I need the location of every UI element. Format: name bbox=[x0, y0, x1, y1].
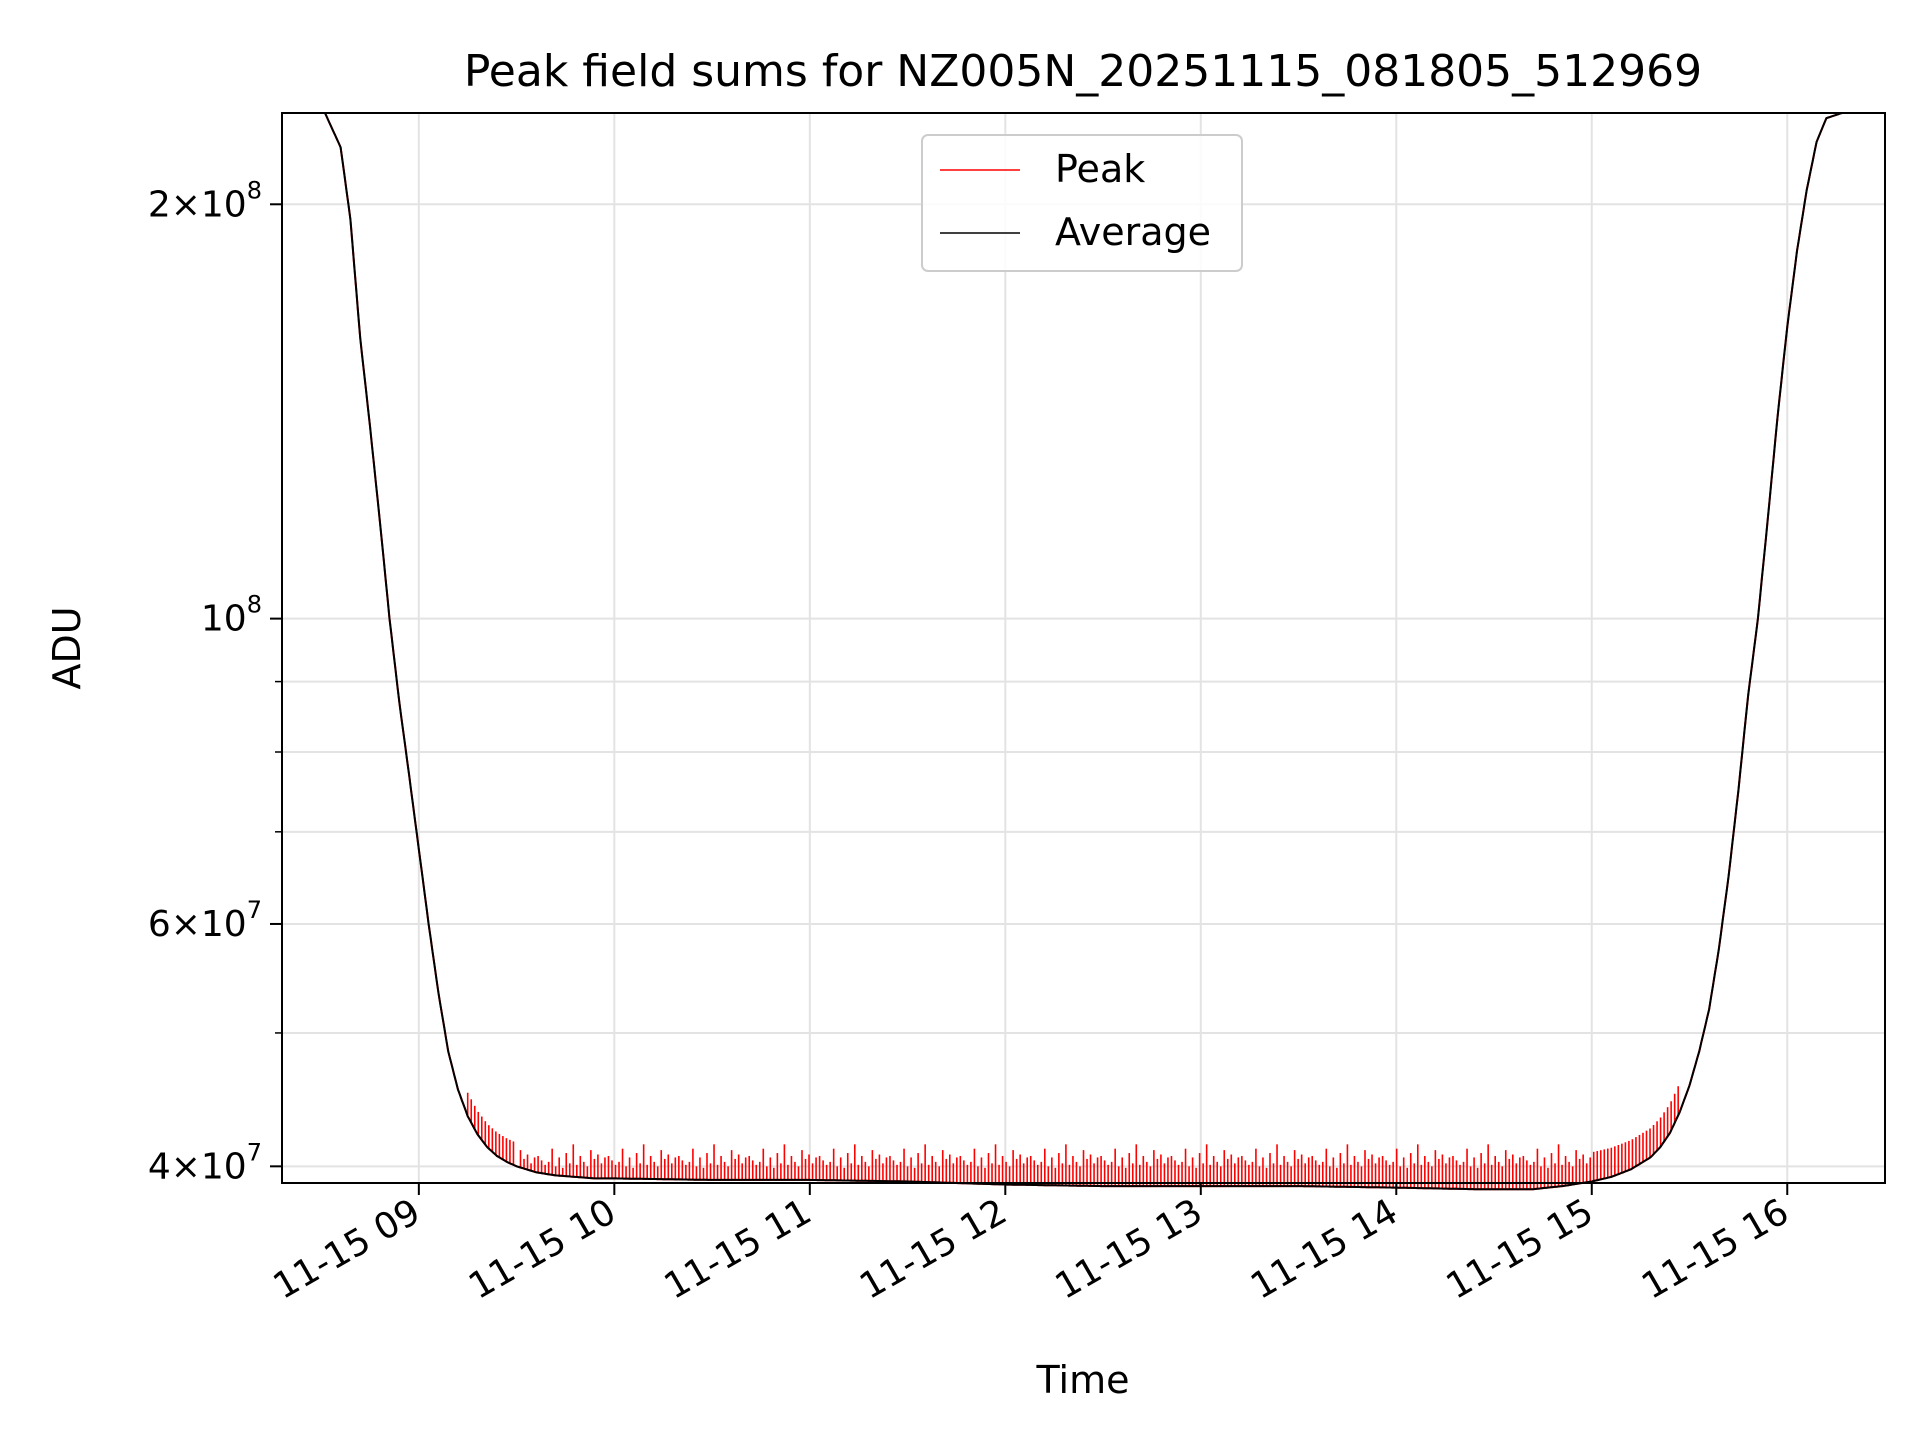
grid-lines bbox=[282, 113, 1885, 1183]
y-tick-label: 6×107 bbox=[148, 896, 262, 945]
y-tick-label: 2×108 bbox=[148, 176, 262, 225]
series-line-average bbox=[282, 112, 1885, 1191]
chart-title: Peak field sums for NZ005N_20251115_0818… bbox=[464, 46, 1702, 97]
legend-label-peak: Peak bbox=[1055, 147, 1145, 191]
y-axis-label: ADU bbox=[45, 606, 89, 689]
legend: Peak Average bbox=[921, 134, 1243, 272]
y-tick-label: 4×107 bbox=[148, 1138, 262, 1187]
legend-box bbox=[921, 134, 1243, 272]
legend-label-average: Average bbox=[1055, 210, 1211, 254]
x-axis-label: Time bbox=[1036, 1358, 1130, 1402]
y-tick-label: 108 bbox=[201, 591, 262, 640]
plot-frame bbox=[281, 112, 1886, 1184]
